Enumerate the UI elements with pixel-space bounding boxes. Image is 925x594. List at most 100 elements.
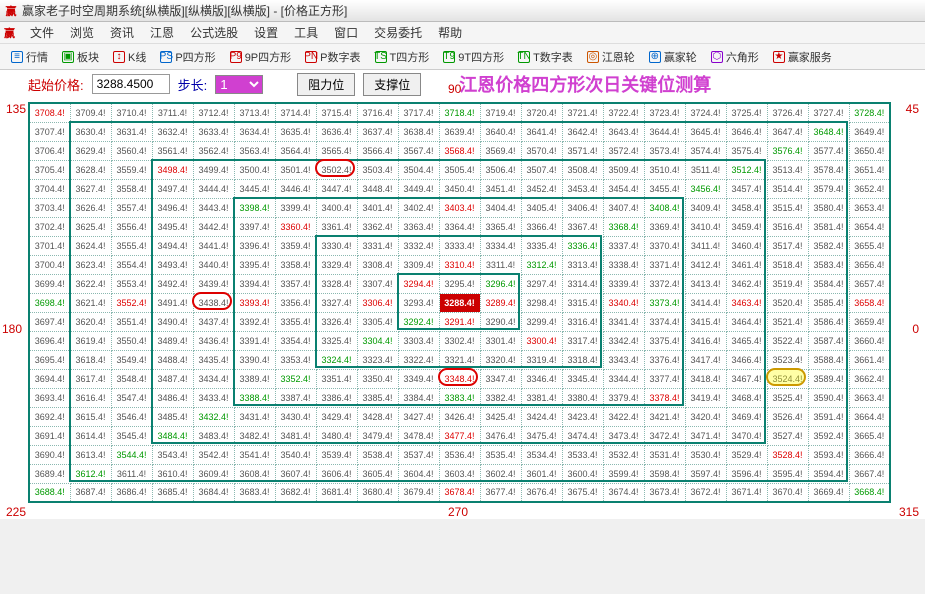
grid-cell: 3500.4! <box>234 160 275 179</box>
grid-cell: 3360.4! <box>275 217 316 236</box>
grid-cell: 3379.4! <box>603 388 644 407</box>
menu-江恩[interactable]: 江恩 <box>142 24 182 42</box>
grid-cell: 3434.4! <box>193 369 234 388</box>
grid-cell: 3312.4! <box>521 255 562 274</box>
grid-cell: 3591.4! <box>808 407 849 426</box>
grid-cell: 3414.4! <box>685 293 726 312</box>
toolbar-板块[interactable]: ▣板块 <box>57 47 104 67</box>
grid-cell: 3657.4! <box>849 274 890 293</box>
grid-cell: 3395.4! <box>234 255 275 274</box>
grid-cell: 3533.4! <box>562 445 603 464</box>
toolbar-T四方形[interactable]: TST四方形 <box>370 47 435 67</box>
start-price-input[interactable] <box>92 74 170 94</box>
toolbar-江恩轮[interactable]: ◎江恩轮 <box>582 47 640 67</box>
toolbar-9T四方形[interactable]: T99T四方形 <box>438 47 509 67</box>
grid-cell: 3710.4! <box>111 103 152 122</box>
grid-cell: 3394.4! <box>234 274 275 293</box>
grid-cell: 3403.4! <box>439 198 480 217</box>
menu-文件[interactable]: 文件 <box>22 24 62 42</box>
grid-cell: 3554.4! <box>111 255 152 274</box>
grid-cell: 3670.4! <box>767 483 808 502</box>
grid-cell: 3318.4! <box>562 350 603 369</box>
grid-cell: 3635.4! <box>275 122 316 141</box>
grid-cell: 3652.4! <box>849 179 890 198</box>
grid-cell: 3461.4! <box>726 255 767 274</box>
grid-cell: 3436.4! <box>193 331 234 350</box>
menu-帮助[interactable]: 帮助 <box>430 24 470 42</box>
grid-cell: 3581.4! <box>808 217 849 236</box>
toolbar-T数字表[interactable]: TNT数字表 <box>513 47 578 67</box>
price-grid: 3708.4!3709.4!3710.4!3711.4!3712.4!3713.… <box>28 102 891 503</box>
grid-cell: 3598.4! <box>644 464 685 483</box>
grid-cell: 3618.4! <box>70 350 111 369</box>
grid-cell: 3553.4! <box>111 274 152 293</box>
toolbar-icon: ≡ <box>11 51 23 63</box>
grid-cell: 3365.4! <box>480 217 521 236</box>
toolbar-icon: ▣ <box>62 51 74 63</box>
toolbar-9P四方形[interactable]: P99P四方形 <box>225 47 296 67</box>
step-select[interactable]: 1 <box>215 75 263 94</box>
grid-cell: 3361.4! <box>316 217 357 236</box>
grid-cell: 3371.4! <box>644 255 685 274</box>
grid-cell: 3620.4! <box>70 312 111 331</box>
toolbar-六角形[interactable]: ⬡六角形 <box>706 47 764 67</box>
grid-cell: 3363.4! <box>398 217 439 236</box>
grid-cell: 3514.4! <box>767 179 808 198</box>
menu-工具[interactable]: 工具 <box>286 24 326 42</box>
menu-公式选股[interactable]: 公式选股 <box>182 24 246 42</box>
grid-cell: 3680.4! <box>357 483 398 502</box>
grid-area: 起始价格: 步长: 1 阻力位 支撑位 江恩价格四方形次日关键位测算 135 4… <box>0 70 925 519</box>
grid-cell: 3625.4! <box>70 217 111 236</box>
menu-交易委托[interactable]: 交易委托 <box>366 24 430 42</box>
grid-cell: 3636.4! <box>316 122 357 141</box>
start-price-label: 起始价格: <box>28 75 84 94</box>
grid-cell: 3465.4! <box>726 331 767 350</box>
resistance-button[interactable]: 阻力位 <box>297 73 355 96</box>
grid-cell: 3494.4! <box>152 236 193 255</box>
grid-cell: 3333.4! <box>439 236 480 255</box>
grid-cell: 3315.4! <box>562 293 603 312</box>
grid-cell: 3689.4! <box>29 464 70 483</box>
grid-cell: 3341.4! <box>603 312 644 331</box>
grid-cell: 3497.4! <box>152 179 193 198</box>
grid-cell: 3547.4! <box>111 388 152 407</box>
toolbar-P四方形[interactable]: PSP四方形 <box>155 47 220 67</box>
grid-cell: 3593.4! <box>808 445 849 464</box>
grid-cell: 3446.4! <box>275 179 316 198</box>
grid-cell: 3442.4! <box>193 217 234 236</box>
grid-cell: 3695.4! <box>29 350 70 369</box>
grid-cell: 3664.4! <box>849 407 890 426</box>
support-button[interactable]: 支撑位 <box>363 73 421 96</box>
grid-cell: 3536.4! <box>439 445 480 464</box>
grid-cell: 3476.4! <box>480 426 521 445</box>
grid-cell: 3320.4! <box>480 350 521 369</box>
grid-cell: 3546.4! <box>111 407 152 426</box>
menu-资讯[interactable]: 资讯 <box>102 24 142 42</box>
grid-cell: 3335.4! <box>521 236 562 255</box>
grid-cell: 3668.4! <box>849 483 890 502</box>
grid-cell: 3382.4! <box>480 388 521 407</box>
toolbar-K线[interactable]: ↕K线 <box>108 47 151 67</box>
grid-cell: 3628.4! <box>70 160 111 179</box>
toolbar-行情[interactable]: ≡行情 <box>6 47 53 67</box>
grid-cell: 3686.4! <box>111 483 152 502</box>
grid-cell: 3701.4! <box>29 236 70 255</box>
grid-cell: 3339.4! <box>603 274 644 293</box>
toolbar-icon: PN <box>305 51 317 63</box>
grid-cell: 3696.4! <box>29 331 70 350</box>
menu-bar: 赢 文件浏览资讯江恩公式选股设置工具窗口交易委托帮助 <box>0 22 925 44</box>
grid-cell: 3444.4! <box>193 179 234 198</box>
toolbar-P数字表[interactable]: PNP数字表 <box>300 47 365 67</box>
toolbar-赢家服务[interactable]: ★赢家服务 <box>768 47 837 67</box>
grid-cell: 3329.4! <box>316 255 357 274</box>
grid-cell: 3334.4! <box>480 236 521 255</box>
grid-cell: 3679.4! <box>398 483 439 502</box>
grid-cell: 3609.4! <box>193 464 234 483</box>
menu-浏览[interactable]: 浏览 <box>62 24 102 42</box>
grid-cell: 3522.4! <box>767 331 808 350</box>
grid-cell: 3669.4! <box>808 483 849 502</box>
menu-设置[interactable]: 设置 <box>246 24 286 42</box>
toolbar-赢家轮[interactable]: ⊕赢家轮 <box>644 47 702 67</box>
grid-cell: 3665.4! <box>849 426 890 445</box>
menu-窗口[interactable]: 窗口 <box>326 24 366 42</box>
